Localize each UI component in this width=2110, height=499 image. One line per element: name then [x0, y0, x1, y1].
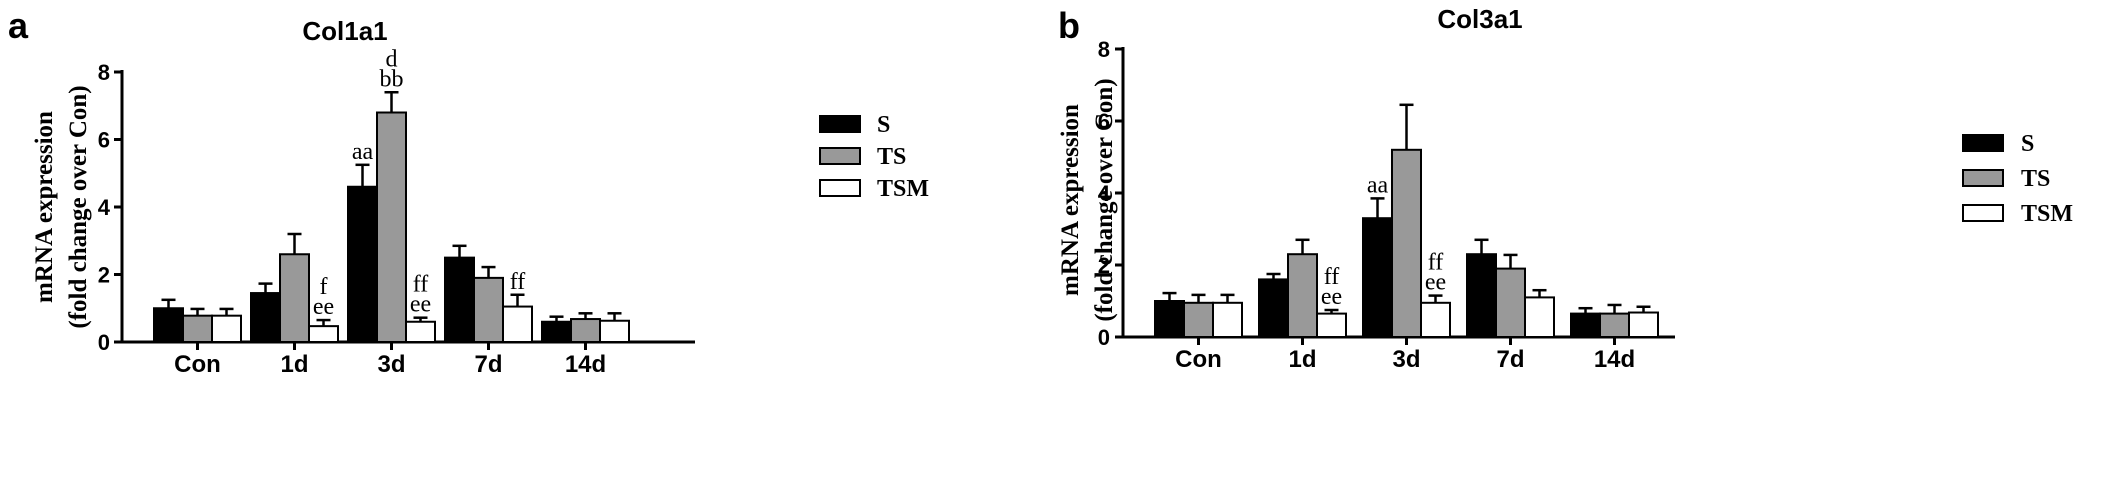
- bar-TS-Con: [1183, 301, 1214, 338]
- x-tick-label: 1d: [1288, 346, 1316, 373]
- bar-TS-14d: [1599, 312, 1630, 339]
- y-tick-label: 6: [1098, 109, 1110, 134]
- y-tick-label: 6: [98, 128, 110, 153]
- legend-label-TSM: TSM: [877, 176, 929, 202]
- bar-S-1d: [1258, 278, 1289, 338]
- bar-TSM-Con: [211, 314, 242, 343]
- significance-label: d: [386, 46, 398, 72]
- bar-TSM-1d: [308, 325, 339, 344]
- significance-label: ff: [510, 269, 526, 295]
- significance-label: ee: [410, 292, 431, 318]
- x-tick-label: Con: [174, 351, 221, 378]
- bar-S-7d: [444, 256, 475, 343]
- y-axis-label-line2: (fold change over Con): [1091, 78, 1118, 321]
- x-tick-label: 3d: [1392, 346, 1420, 373]
- legend-label-TS: TS: [2021, 166, 2050, 192]
- bar-S-14d: [541, 320, 572, 343]
- bar-TS-14d: [570, 318, 601, 343]
- x-tick-label: 3d: [377, 351, 405, 378]
- significance-label: ee: [1425, 270, 1446, 296]
- legend-label-TSM: TSM: [2021, 201, 2073, 227]
- bar-S-1d: [250, 292, 281, 343]
- x-tick-label: 14d: [1594, 346, 1635, 373]
- y-tick-label: 8: [98, 60, 110, 85]
- y-tick-label: 2: [1098, 253, 1110, 278]
- chart-panel-b: b Col3a1 mRNA expression (fold change over …: [1057, 4, 2073, 373]
- y-axis-label: mRNA expression: [31, 111, 58, 303]
- y-tick-label: 8: [1098, 37, 1110, 62]
- bar-TS-1d: [279, 253, 310, 343]
- bar-TS-7d: [473, 276, 504, 343]
- bar-TSM-3d: [405, 320, 436, 343]
- panel-letter: b: [1058, 5, 1080, 46]
- bar-TSM-Con: [1212, 301, 1243, 338]
- bar-S-7d: [1466, 253, 1497, 338]
- bar-TS-1d: [1287, 253, 1318, 338]
- chart-panel-a: a Col1a1 mRNA expression (fold change over …: [8, 5, 929, 378]
- bar-S-Con: [153, 307, 184, 343]
- bar-TS-7d: [1495, 267, 1526, 339]
- legend-label-S: S: [877, 112, 890, 138]
- bar-TS-3d: [376, 111, 407, 343]
- significance-label: ff: [413, 272, 429, 298]
- significance-label: bb: [380, 66, 404, 92]
- chart-title: Col3a1: [1437, 4, 1522, 34]
- significance-label: ff: [1324, 264, 1340, 290]
- bar-TS-3d: [1391, 148, 1422, 338]
- legend-swatch-TS: [1962, 169, 2004, 187]
- legend-swatch-S: [819, 115, 861, 133]
- significance-label: aa: [1367, 172, 1389, 198]
- bar-S-3d: [347, 185, 378, 343]
- bar-S-Con: [1154, 300, 1185, 338]
- chart-title: Col1a1: [302, 16, 387, 46]
- bar-S-3d: [1362, 217, 1393, 338]
- legend-label-TS: TS: [877, 144, 906, 170]
- x-tick-label: 7d: [1496, 346, 1524, 373]
- x-tick-label: 1d: [280, 351, 308, 378]
- legend-swatch-TSM: [1962, 204, 2004, 222]
- x-tick-label: Con: [1175, 346, 1222, 373]
- y-tick-label: 2: [98, 263, 110, 288]
- bar-S-14d: [1570, 312, 1601, 339]
- legend-swatch-TS: [819, 147, 861, 165]
- bar-TSM-3d: [1420, 301, 1451, 338]
- significance-label: ff: [1428, 250, 1444, 276]
- bar-TSM-7d: [1524, 296, 1555, 338]
- bar-TSM-14d: [1628, 311, 1659, 338]
- y-tick-label: 4: [1098, 181, 1111, 206]
- legend-swatch-S: [1962, 134, 2004, 152]
- bar-TSM-7d: [502, 305, 533, 343]
- bar-TSM-14d: [599, 319, 630, 343]
- y-axis-label-line2: (fold change over Con): [65, 85, 92, 328]
- x-tick-label: 7d: [474, 351, 502, 378]
- y-tick-label: 4: [98, 195, 111, 220]
- bar-TSM-1d: [1316, 312, 1347, 339]
- y-axis-label: mRNA expression: [1057, 104, 1084, 296]
- significance-label: ee: [1321, 284, 1342, 310]
- significance-label: aa: [352, 139, 374, 165]
- bar-TS-Con: [182, 314, 213, 343]
- panel-letter: a: [8, 5, 29, 46]
- y-tick-label: 0: [1098, 325, 1110, 350]
- legend-swatch-TSM: [819, 179, 861, 197]
- y-tick-label: 0: [98, 330, 110, 355]
- significance-label: f: [320, 274, 328, 300]
- legend-label-S: S: [2021, 131, 2034, 157]
- significance-label: ee: [313, 294, 334, 320]
- x-tick-label: 14d: [565, 351, 606, 378]
